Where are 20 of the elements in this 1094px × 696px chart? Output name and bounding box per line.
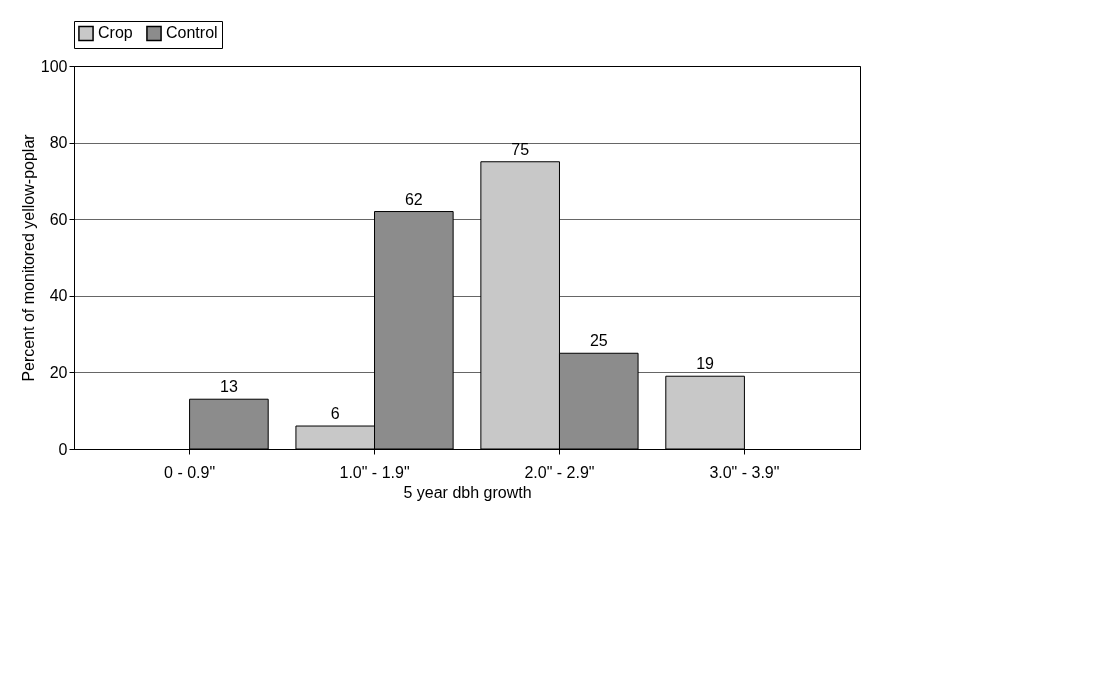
x-tick-label: 0 - 0.9" [164,463,216,481]
data-label: 62 [404,190,423,208]
data-label: 13 [219,378,238,396]
x-tick-label: 3.0" - 3.9" [709,463,780,481]
y-tick-label: 0 [58,440,68,458]
legend-label: Control [166,24,218,42]
legend-label: Crop [98,24,133,42]
x-tick-label: 1.0" - 1.9" [339,463,410,481]
x-tick-label: 2.0" - 2.9" [524,463,595,481]
data-label: 75 [511,140,530,158]
y-axis-title: Percent of monitored yellow-poplar [19,133,37,382]
data-label: 25 [589,332,608,350]
x-axis-title: 5 year dbh growth [403,483,532,501]
data-label: 6 [330,405,340,423]
y-tick-label: 100 [40,57,68,75]
y-tick-label: 80 [49,134,68,152]
y-tick-label: 60 [49,210,68,228]
data-label: 19 [696,355,715,373]
y-tick-label: 20 [49,363,68,381]
y-tick-label: 40 [49,287,68,305]
